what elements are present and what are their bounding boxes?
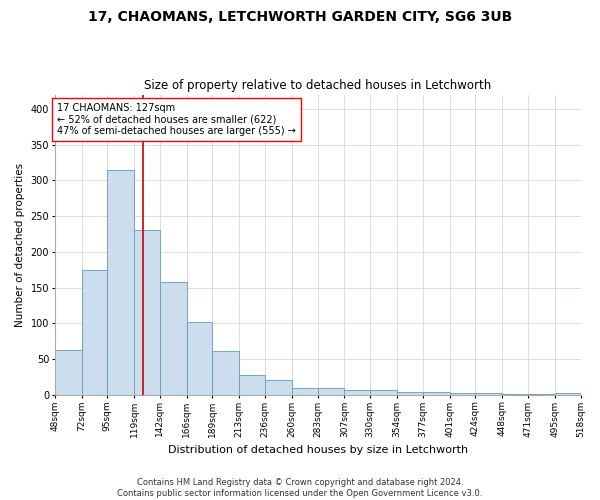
Bar — [317, 388, 344, 394]
Text: 17 CHAOMANS: 127sqm
← 52% of detached houses are smaller (622)
47% of semi-detac: 17 CHAOMANS: 127sqm ← 52% of detached ho… — [57, 103, 296, 136]
Bar — [370, 390, 397, 394]
Bar — [397, 392, 423, 394]
Bar — [344, 390, 370, 394]
Y-axis label: Number of detached properties: Number of detached properties — [15, 162, 25, 326]
Text: 17, CHAOMANS, LETCHWORTH GARDEN CITY, SG6 3UB: 17, CHAOMANS, LETCHWORTH GARDEN CITY, SG… — [88, 10, 512, 24]
Bar — [160, 282, 187, 395]
Bar — [239, 374, 265, 394]
Title: Size of property relative to detached houses in Letchworth: Size of property relative to detached ho… — [144, 79, 491, 92]
Text: Contains HM Land Registry data © Crown copyright and database right 2024.
Contai: Contains HM Land Registry data © Crown c… — [118, 478, 482, 498]
Bar — [423, 392, 449, 394]
X-axis label: Distribution of detached houses by size in Letchworth: Distribution of detached houses by size … — [167, 445, 467, 455]
Bar — [82, 270, 107, 394]
Bar — [107, 170, 134, 394]
Bar — [187, 322, 212, 394]
Bar — [265, 380, 292, 394]
Bar — [212, 351, 239, 395]
Bar — [55, 350, 82, 395]
Bar — [134, 230, 160, 394]
Bar — [292, 388, 317, 394]
